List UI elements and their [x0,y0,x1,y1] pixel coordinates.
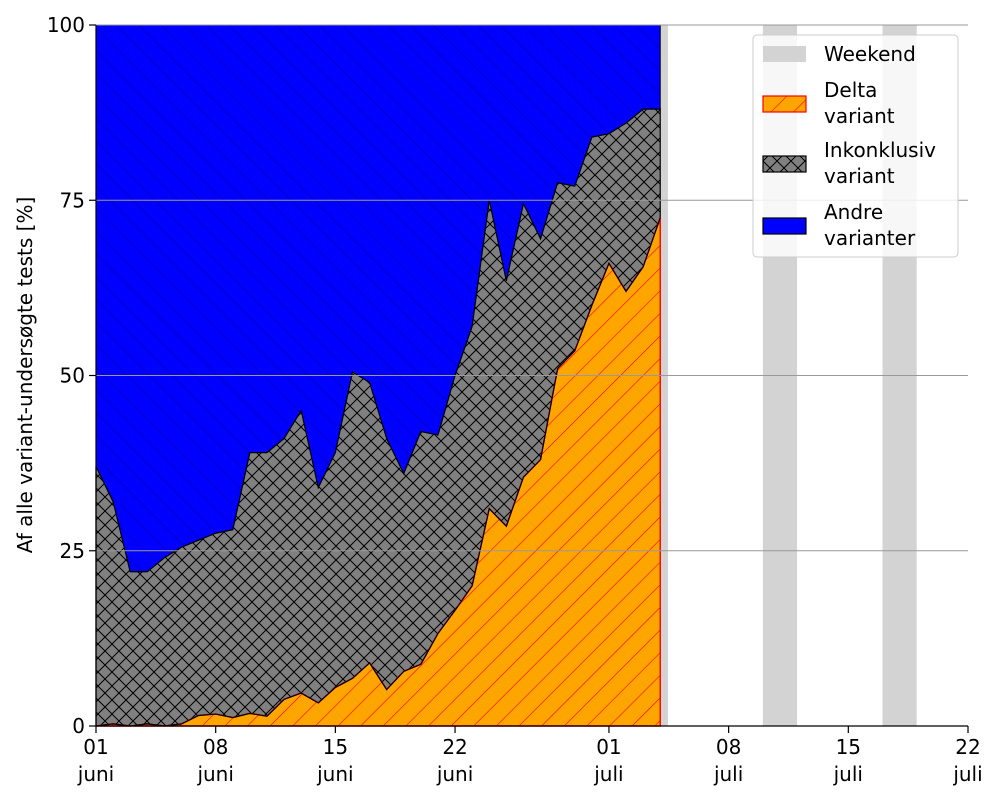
y-tick-label: 100 [47,13,85,37]
legend-label-inconclusive: Inkonklusiv [824,138,936,162]
x-tick-month: juni [436,762,473,786]
legend-label-weekend: Weekend [824,42,916,66]
legend-label-delta: variant [824,104,895,128]
legend-label-other: varianter [824,226,916,250]
x-tick-label: 15 [836,735,861,759]
delta-boundary-line [95,217,661,727]
legend-label-inconclusive: variant [824,164,895,188]
x-tick-label: 01 [83,735,108,759]
legend-swatch-inconclusive [762,155,807,173]
legend: WeekendDeltavariantInkonklusivvariantAnd… [752,34,959,258]
x-tick-label: 15 [323,735,348,759]
x-tick-month: juni [196,762,233,786]
legend-label-delta: Delta [824,78,877,102]
x-tick-month: juli [952,762,982,786]
x-tick-label: 08 [716,735,741,759]
y-tick-label: 75 [60,188,85,212]
x-tick-label: 08 [203,735,228,759]
legend-swatch-delta [762,95,807,113]
gridlines [96,24,968,552]
x-tick-month: juli [833,762,863,786]
axes: 0 25 50 75 100 01 juni 08 juni 15 juni 22 juni 01 juli… [47,13,983,786]
x-tick-label: 22 [442,735,467,759]
x-tick-label: 01 [596,735,621,759]
x-tick-month: juni [77,762,114,786]
legend-swatch-weekend [763,46,806,62]
x-tick-month: juli [713,762,743,786]
y-tick-label: 25 [60,539,85,563]
x-tick-label: 22 [955,735,980,759]
legend-label-other: Andre [824,200,883,224]
legend-box [752,34,959,258]
y-tick-label: 50 [60,364,85,388]
y-axis-label: Af alle variant-undersøgte tests [%] [13,197,37,553]
x-tick-month: juli [593,762,623,786]
legend-swatch-other [762,217,807,235]
stacked-areas [95,24,661,727]
x-tick-month: juni [316,762,353,786]
y-tick-label: 0 [72,714,85,738]
